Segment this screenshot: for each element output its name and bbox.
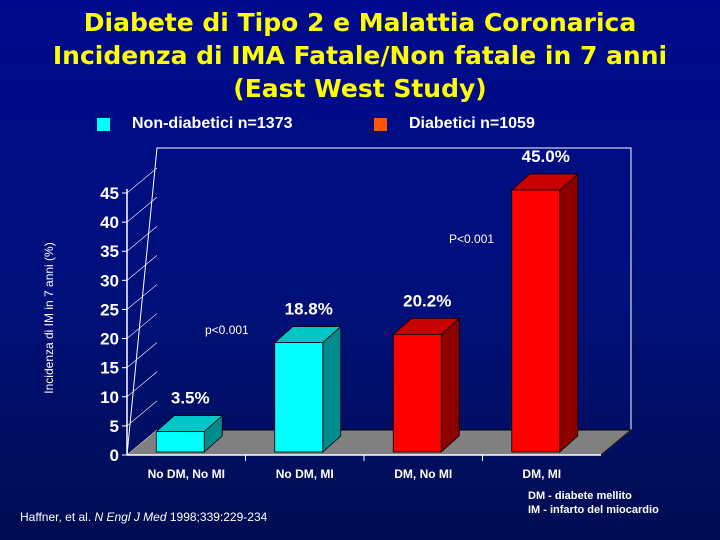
y-tick-label: 15 xyxy=(100,359,119,378)
bar-side xyxy=(322,325,342,453)
definition-im: IM - infarto del miocardio xyxy=(528,504,659,516)
y-depth-line xyxy=(126,196,158,223)
bar-front xyxy=(274,342,324,453)
y-tick-label: 10 xyxy=(100,388,119,407)
y-depth-line xyxy=(126,284,158,310)
citation-details: 1998;339:229-234 xyxy=(166,510,268,524)
x-tick-label: DM, No MI xyxy=(394,467,452,481)
title-line-2: Incidenza di IMA Fatale/Non fatale in 7 … xyxy=(52,41,668,70)
citation: Haffner, et al. N Engl J Med 1998;339:22… xyxy=(20,510,267,524)
bar-front xyxy=(155,431,205,453)
y-tick-label: 35 xyxy=(100,242,119,261)
title-line-1: Diabete di Tipo 2 e Malattia Coronarica xyxy=(83,8,637,37)
y-depth-line xyxy=(126,342,158,368)
bar-side xyxy=(440,317,460,453)
y-tick-label: 5 xyxy=(110,417,119,436)
bar-side xyxy=(559,173,579,453)
bar xyxy=(155,414,224,453)
bar-front xyxy=(511,189,561,453)
p-value-annotation-left: p<0.001 xyxy=(205,323,249,337)
y-depth-line xyxy=(126,255,158,281)
y-tick-label: 45 xyxy=(100,184,119,203)
y-depth-line xyxy=(126,429,158,456)
y-axis-label: Incidenza di IM in 7 anni (%) xyxy=(42,242,56,394)
citation-journal: N Engl J Med xyxy=(94,510,167,524)
bar xyxy=(510,173,579,453)
y-tick-label: 30 xyxy=(100,271,119,290)
legend-item-diabetic: Diabetici n=1059 xyxy=(374,115,535,133)
bar xyxy=(273,325,342,453)
bar-data-label: 3.5% xyxy=(171,389,210,408)
legend-label-non-diabetic: Non-diabetici n=1373 xyxy=(132,115,293,132)
y-depth-line xyxy=(126,371,158,398)
y-depth-line xyxy=(126,225,158,252)
citation-authors: Haffner, et al. xyxy=(20,510,95,524)
y-tick-label: 25 xyxy=(100,300,119,319)
legend-item-non-diabetic: Non-diabetici n=1373 xyxy=(97,115,293,133)
y-tick-label: 20 xyxy=(100,330,119,349)
legend-swatch-diabetic xyxy=(374,117,387,131)
title-line-3: (East West Study) xyxy=(233,74,487,103)
bar-front xyxy=(392,333,442,453)
y-depth-line xyxy=(126,313,158,339)
bar xyxy=(392,317,461,453)
bar-data-label: 20.2% xyxy=(403,291,451,310)
y-depth-line xyxy=(126,400,158,427)
bar-data-label: 18.8% xyxy=(285,300,333,319)
y-depth-line xyxy=(126,167,158,194)
x-tick-label: No DM, No MI xyxy=(148,467,225,481)
x-tick-label: No DM, MI xyxy=(276,467,334,481)
definition-dm: DM - diabete mellito xyxy=(528,490,632,502)
x-tick-label: DM, MI xyxy=(522,467,561,481)
bar-data-label: 45.0% xyxy=(522,147,570,166)
y-tick-label: 0 xyxy=(110,446,119,465)
legend-label-diabetic: Diabetici n=1059 xyxy=(409,115,535,132)
y-tick-label: 40 xyxy=(100,213,119,232)
legend-swatch-non-diabetic xyxy=(97,117,110,131)
p-value-annotation-right: P<0.001 xyxy=(449,232,495,246)
